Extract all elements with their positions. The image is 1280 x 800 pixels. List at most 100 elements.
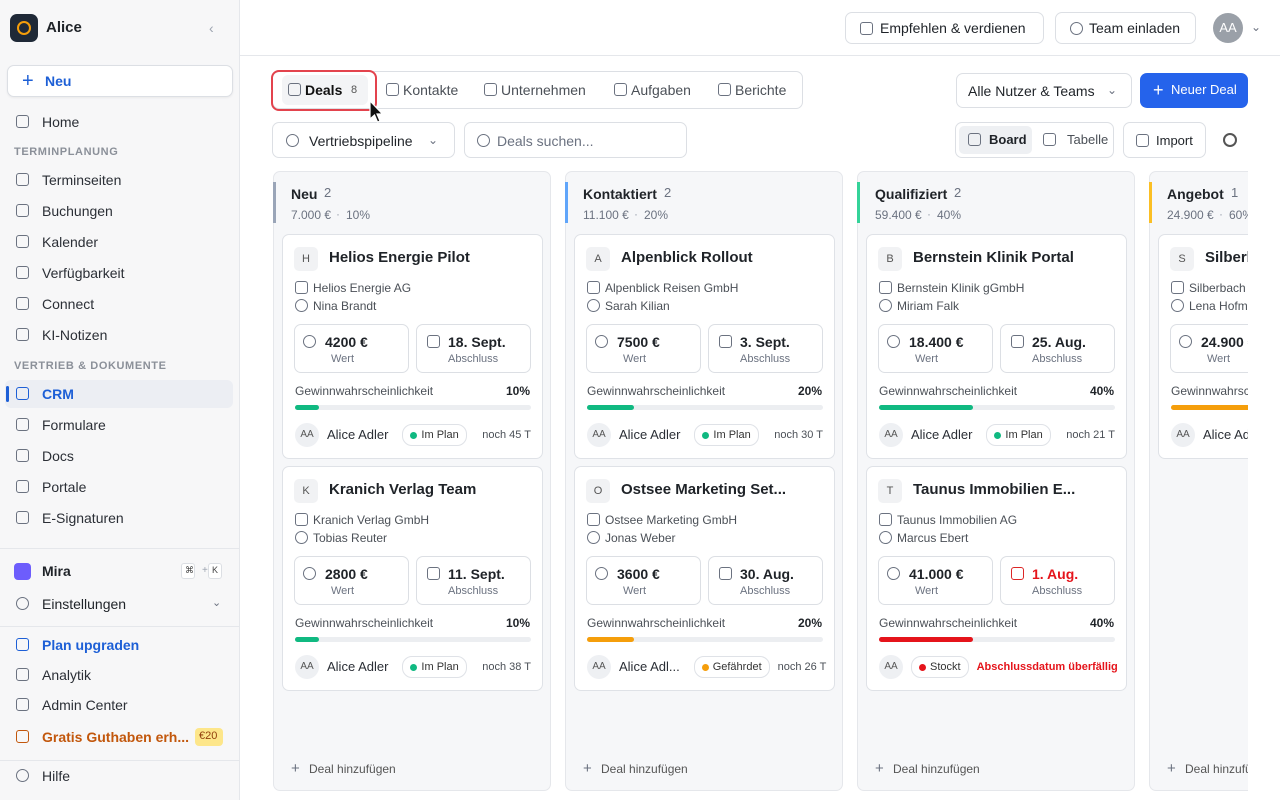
nav-item[interactable]: Hilfe xyxy=(0,762,240,790)
probability-bar xyxy=(879,637,974,642)
initial-box: H xyxy=(294,247,318,271)
deal-card[interactable]: H Helios Energie Pilot Helios Energie AG Ni… xyxy=(282,234,543,459)
icon xyxy=(16,730,29,743)
plus: + xyxy=(583,760,592,777)
shortcut-plus: + xyxy=(202,565,208,576)
nav-label: KI-Notizen xyxy=(42,327,108,343)
tab[interactable]: Aufgaben xyxy=(608,75,704,105)
owner-initials: AA xyxy=(884,429,898,440)
import-button[interactable]: Import xyxy=(1123,122,1206,158)
icon xyxy=(16,638,29,651)
nav-item[interactable]: Verfügbarkeit xyxy=(0,259,240,287)
user-avatar[interactable]: AA xyxy=(1213,13,1243,43)
nav-item[interactable]: Buchungen xyxy=(0,197,240,225)
tab[interactable]: Kontakte xyxy=(380,75,470,105)
icon xyxy=(1070,22,1083,35)
nav-item[interactable]: Plan upgraden xyxy=(0,631,240,659)
icon xyxy=(288,83,301,96)
probability-bar xyxy=(295,405,319,410)
contact: Tobias Reuter xyxy=(313,531,388,545)
badge: €20 xyxy=(195,728,223,746)
column-total: 59.400 € xyxy=(875,208,922,222)
status-label: Im Plan xyxy=(421,661,459,673)
nav-item[interactable]: Terminseiten xyxy=(0,166,240,194)
value: 4200 € xyxy=(325,334,368,350)
initial-box: K xyxy=(294,479,318,503)
view-label: Tabelle xyxy=(1067,132,1109,147)
status-pill: Im Plan xyxy=(402,424,467,446)
new-button[interactable]: + Neu xyxy=(7,65,233,97)
tab[interactable]: Berichte xyxy=(712,75,796,105)
icon xyxy=(303,567,316,580)
card-footer: AA Alice Adler Im Plan noch 38 T xyxy=(295,655,531,679)
probability-label: Gewinnwahrscheinlichkeit xyxy=(587,616,726,630)
icon xyxy=(16,769,29,782)
nav-item[interactable]: Connect xyxy=(0,290,240,318)
view-button[interactable]: Board xyxy=(959,126,1032,154)
nav-item[interactable]: Docs xyxy=(0,442,240,470)
chevron: ⌄ xyxy=(428,133,439,147)
deal-card[interactable]: S Silberb Silberbach Lena Hofm 24.900 € Wert G… xyxy=(1158,234,1248,459)
close-date: 18. Sept. xyxy=(448,334,506,350)
value-label: Wert xyxy=(623,353,647,365)
probability-bar xyxy=(295,637,319,642)
nav-item[interactable]: Gratis Guthaben erh... €20 xyxy=(0,723,240,751)
owner-name: Alice Adl... xyxy=(619,659,680,674)
nav-item[interactable]: Admin Center xyxy=(0,691,240,719)
settings-item[interactable]: Einstellungen ⌄ xyxy=(0,590,240,618)
invite-label: Team einladen xyxy=(1089,20,1181,36)
owner-avatar: AA xyxy=(295,655,319,679)
new-deal-button[interactable]: + Neuer Deal xyxy=(1140,73,1248,108)
status-pill: Gefährdet xyxy=(693,656,770,678)
nav-item[interactable]: E-Signaturen xyxy=(0,504,240,532)
pipeline-select[interactable]: Vertriebspipeline ⌄ xyxy=(272,122,455,158)
icon xyxy=(719,567,732,580)
nav-label: Verfügbarkeit xyxy=(42,265,125,281)
view-button[interactable]: Tabelle xyxy=(1034,126,1110,154)
nav-item[interactable]: Analytik xyxy=(0,661,240,689)
icon xyxy=(587,299,600,312)
status-label: Im Plan xyxy=(1005,429,1043,441)
invite-button[interactable]: Team einladen xyxy=(1055,12,1196,44)
nav-item[interactable]: KI-Notizen xyxy=(0,321,240,349)
mira-item[interactable]: Mira ⌘ + K xyxy=(0,557,240,585)
nav-label: Analytik xyxy=(42,667,92,683)
nav-item[interactable]: CRM xyxy=(0,380,240,408)
close-date: 25. Aug. xyxy=(1032,334,1086,350)
icon xyxy=(16,511,29,524)
tab[interactable]: Deals 8 xyxy=(282,75,368,105)
team-filter[interactable]: Alle Nutzer & Teams ⌄ xyxy=(956,73,1132,108)
owner-initials: AA xyxy=(1176,429,1190,440)
nav-label: Admin Center xyxy=(42,697,128,713)
date-box: 18. Sept. Abschluss xyxy=(416,324,531,373)
icon xyxy=(614,83,627,96)
deal-card[interactable]: B Bernstein Klinik Portal Bernstein Klinik… xyxy=(866,234,1127,459)
deal-card[interactable]: T Taunus Immobilien E... Taunus Immobilien… xyxy=(866,466,1127,691)
badge-text: €20 xyxy=(199,730,218,742)
deal-card[interactable]: A Alpenblick Rollout Alpenblick Reisen Gmb… xyxy=(574,234,835,459)
deal-card[interactable]: O Ostsee Marketing Set... Ostsee Marketing… xyxy=(574,466,835,691)
tab[interactable]: Unternehmen xyxy=(478,75,602,105)
value: 18.400 € xyxy=(909,334,964,350)
contact: Jonas Weber xyxy=(605,531,676,545)
search-input[interactable]: Deals suchen... xyxy=(464,122,687,158)
nav-item[interactable]: Kalender xyxy=(0,228,240,256)
icon xyxy=(16,387,29,400)
probability-text: 20% xyxy=(797,384,822,398)
owner-name: Alice Adler xyxy=(327,427,389,442)
settings-gear[interactable] xyxy=(1223,133,1237,147)
nav-item[interactable]: Formulare xyxy=(0,411,240,439)
nav-item[interactable]: Portale xyxy=(0,473,240,501)
nav-item[interactable]: Home xyxy=(0,108,240,136)
column-rate: 20% xyxy=(644,208,669,222)
contact: Nina Brandt xyxy=(313,299,377,313)
close-date: 3. Sept. xyxy=(740,334,790,350)
refer-button[interactable]: Empfehlen & verdienen xyxy=(845,12,1044,44)
column-name: Neu xyxy=(291,186,318,202)
initial-box: B xyxy=(878,247,902,271)
deal-card[interactable]: K Kranich Verlag Team Kranich Verlag GmbH T… xyxy=(282,466,543,691)
icon xyxy=(719,335,732,348)
icon xyxy=(587,281,600,294)
probability-label: Gewinnwahrscheinlichkeit xyxy=(879,384,1018,398)
initial: T xyxy=(886,485,894,497)
